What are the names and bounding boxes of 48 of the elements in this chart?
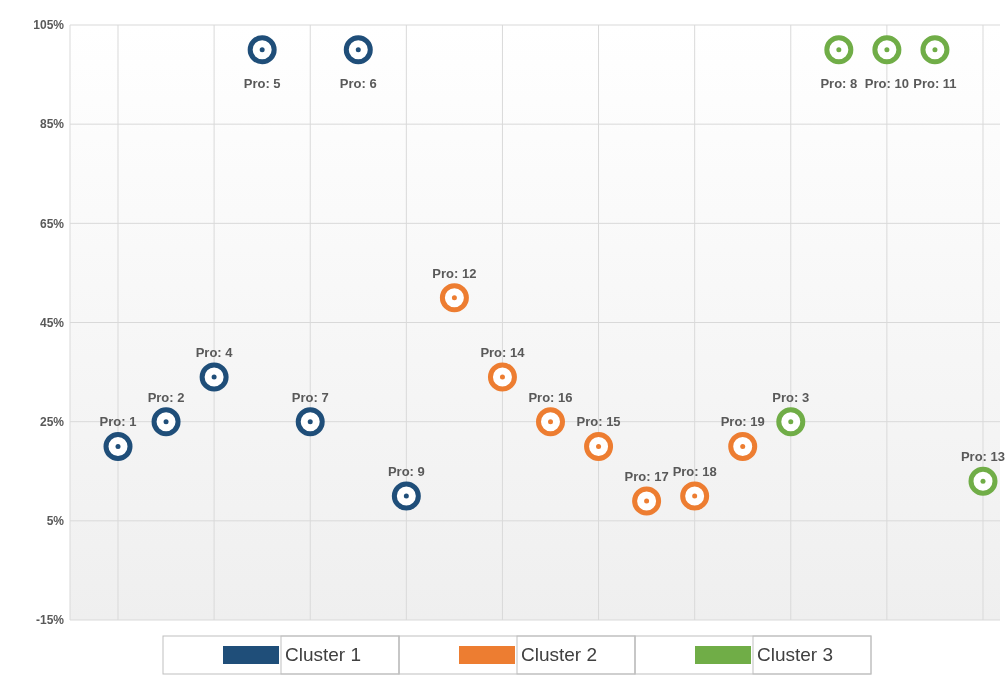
point [824,35,854,65]
point [584,431,614,461]
point [728,431,758,461]
point [151,407,181,437]
y-tick-label: 25% [39,414,65,429]
point [920,35,950,65]
point [103,431,133,461]
x-tick-label: Pro: 12 [432,265,477,281]
legend-label: Cluster 3 [757,644,834,665]
x-tick-label: Pro: 10 [864,75,909,91]
x-tick-label: Pro: 5 [243,75,281,91]
x-tick-label: Pro: 1 [99,414,137,430]
point [247,35,277,65]
y-tick-label: 5% [46,514,65,529]
point [680,481,710,511]
x-tick-label: Pro: 6 [339,75,377,91]
point [536,407,565,437]
point [295,407,325,437]
x-tick-label: Pro: 14 [480,345,526,361]
point [487,362,517,392]
x-tick-label: Pro: 3 [772,389,810,405]
x-tick-label: Pro: 2 [147,389,185,405]
x-tick-label: Pro: 8 [820,75,858,91]
x-tick-label: Pro: 11 [913,75,957,91]
y-tick-label: 65% [39,216,65,231]
x-tick-label: Pro: 13 [960,449,1006,465]
x-tick-label: Pro: 7 [291,389,329,405]
x-tick-label: Pro: 19 [720,414,765,430]
x-tick-label: Pro: 16 [528,389,573,405]
y-tick-label: 105% [33,18,65,33]
x-tick-label: Pro: 9 [387,464,425,480]
point [343,35,373,65]
y-tick-label: -15% [35,613,65,628]
point [872,35,902,65]
x-tick-label: Pro: 15 [576,414,621,430]
point [391,481,421,511]
y-tick-label: 85% [39,117,65,132]
legend-label: Cluster 1 [285,644,362,665]
point [776,407,806,437]
point [199,362,229,392]
y-tick-label: 45% [39,315,65,330]
x-tick-label: Pro: 18 [672,464,717,480]
point [968,466,998,496]
point [632,486,662,516]
point [439,283,469,313]
x-tick-label: Pro: 4 [195,345,234,361]
x-tick-label: Pro: 17 [624,469,669,484]
legend-label: Cluster 2 [521,644,598,665]
